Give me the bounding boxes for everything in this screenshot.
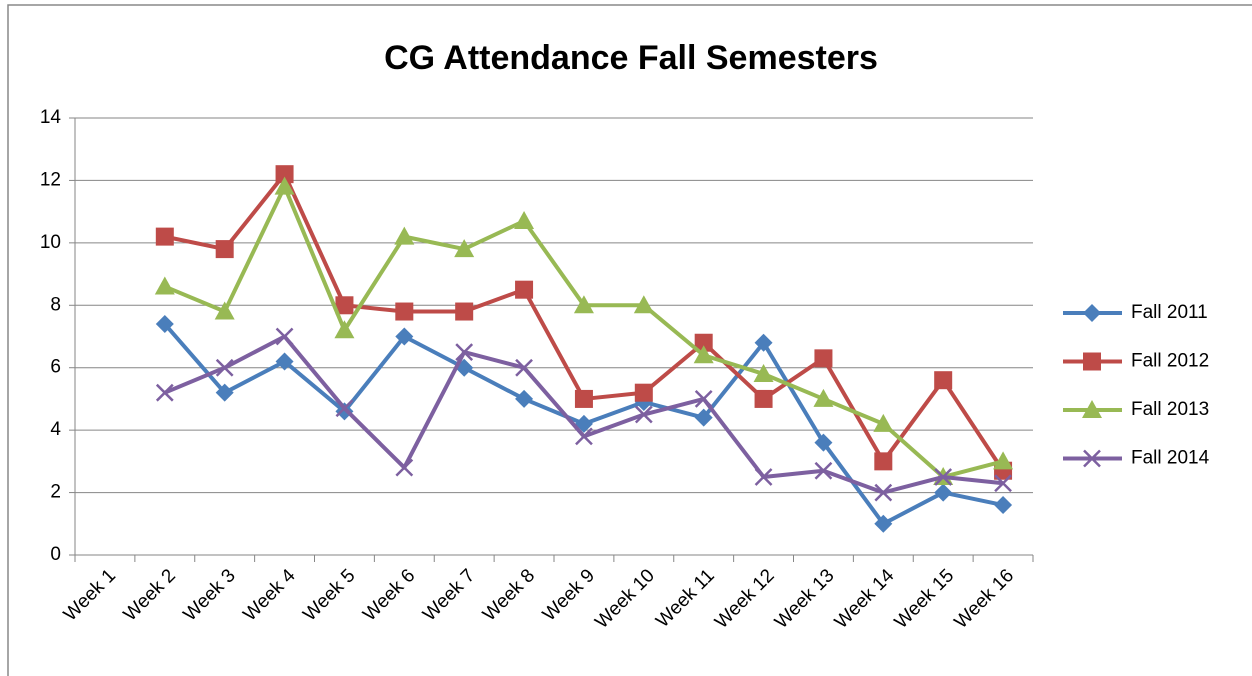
- data-point: [215, 240, 234, 259]
- y-tick-label: 4: [50, 419, 61, 440]
- legend-label: Fall 2012: [1131, 351, 1209, 372]
- data-point: [515, 280, 534, 299]
- data-point: [753, 363, 774, 382]
- y-tick-label: 6: [50, 357, 61, 378]
- data-point: [993, 451, 1014, 470]
- y-tick-label: 14: [40, 107, 62, 128]
- y-tick-label: 0: [50, 544, 61, 565]
- data-point: [814, 433, 833, 452]
- data-point: [994, 474, 1012, 493]
- data-point: [754, 333, 773, 352]
- data-point: [515, 358, 533, 377]
- data-point: [334, 320, 355, 339]
- data-point: [215, 383, 234, 402]
- data-point: [154, 276, 175, 295]
- data-point: [274, 176, 295, 195]
- data-point: [155, 383, 174, 402]
- legend-marker: [1082, 400, 1102, 418]
- data-point: [455, 302, 474, 321]
- y-tick-label: 10: [40, 232, 61, 253]
- data-point: [754, 468, 773, 486]
- data-point: [275, 327, 294, 346]
- y-tick-label: 12: [40, 169, 61, 190]
- y-tick-label: 8: [50, 294, 61, 315]
- data-point: [215, 358, 234, 377]
- y-tick-label: 2: [50, 482, 61, 503]
- data-point: [874, 483, 893, 502]
- data-point: [814, 461, 833, 480]
- data-point: [934, 371, 953, 390]
- data-point: [455, 343, 474, 361]
- data-point: [873, 413, 894, 432]
- legend-label: Fall 2014: [1131, 448, 1210, 469]
- data-point: [694, 408, 713, 427]
- data-point: [395, 327, 414, 346]
- data-point: [335, 399, 354, 418]
- data-point: [814, 349, 833, 368]
- legend-marker: [1083, 352, 1101, 371]
- data-point: [874, 514, 893, 533]
- data-point: [574, 389, 593, 408]
- data-point: [335, 296, 354, 315]
- legend-label: Fall 2013: [1131, 399, 1209, 420]
- data-point: [155, 227, 174, 246]
- data-point: [214, 301, 235, 320]
- data-point: [394, 226, 415, 245]
- chart-title: CG Attendance Fall Semesters: [384, 39, 878, 77]
- data-point: [275, 352, 294, 371]
- data-point: [633, 295, 654, 314]
- data-point: [454, 239, 475, 258]
- data-point: [694, 390, 713, 408]
- data-point: [155, 315, 174, 334]
- data-point: [813, 388, 834, 407]
- data-point: [275, 165, 294, 184]
- data-point: [634, 405, 653, 424]
- data-point: [395, 458, 414, 477]
- data-point: [514, 211, 535, 230]
- data-point: [395, 302, 414, 321]
- data-point: [694, 333, 713, 352]
- data-point: [634, 383, 653, 402]
- data-point: [934, 483, 953, 502]
- chart-frame: [7, 4, 1252, 676]
- data-point: [994, 496, 1013, 515]
- data-point: [573, 295, 594, 314]
- data-point: [934, 468, 953, 486]
- legend-label: Fall 2011: [1131, 302, 1208, 323]
- data-point: [575, 427, 593, 446]
- data-point: [874, 452, 893, 471]
- data-point: [693, 345, 714, 364]
- data-point: [515, 389, 534, 408]
- data-point: [754, 389, 773, 408]
- data-point: [335, 402, 354, 421]
- legend-marker: [1083, 449, 1101, 468]
- legend-marker: [1083, 304, 1101, 322]
